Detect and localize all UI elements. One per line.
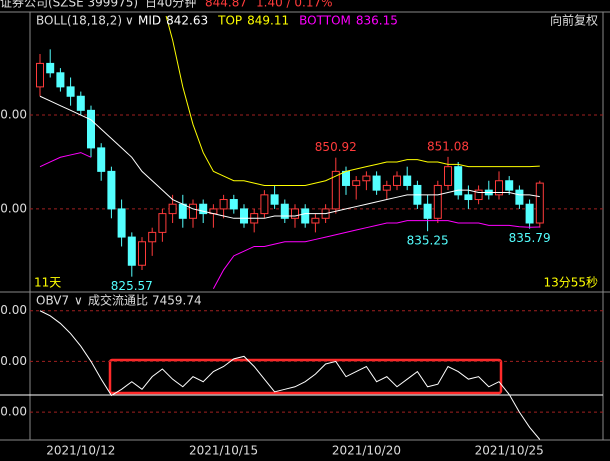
right-note: 13分55秒 — [543, 276, 598, 290]
candle-body — [229, 199, 238, 210]
candle-body — [219, 199, 228, 210]
price: 844.87 — [205, 0, 247, 10]
dropdown-mark: ∨ — [74, 294, 83, 308]
candle-body — [331, 170, 340, 210]
legend-name: MID — [138, 14, 161, 28]
y-tick-label: 840.00 — [0, 201, 27, 215]
obv-name: OBV7 — [36, 294, 69, 308]
candle-body — [107, 170, 116, 210]
candle-body — [36, 62, 44, 88]
change: 1.40 / 0.17% — [256, 0, 333, 10]
candle-body — [199, 203, 208, 215]
x-tick-label: 2021/10/15 — [189, 444, 258, 458]
candle-body — [495, 180, 503, 196]
price-panel — [36, 16, 544, 289]
candle-body — [342, 170, 350, 186]
candle-body — [240, 208, 248, 224]
candle-body — [127, 236, 136, 266]
candle-body — [270, 194, 279, 205]
obv-line — [39, 310, 541, 440]
adjust-label: 向前复权 — [550, 13, 598, 28]
candle-body — [444, 166, 452, 186]
candle-body — [535, 182, 544, 224]
boll-line — [165, 16, 540, 186]
dropdown-mark: ∨ — [125, 14, 134, 28]
candle-body — [148, 231, 157, 243]
candle-body — [56, 72, 65, 88]
x-tick-label: 2021/10/12 — [46, 444, 115, 458]
y-tick-label: 860.00 — [0, 108, 27, 122]
candle-body — [291, 208, 299, 219]
boll-line — [39, 152, 540, 289]
obv-ratio-label: 成交流通比 — [88, 293, 148, 308]
extreme-label: 850.92 — [315, 140, 357, 154]
candle-body — [362, 175, 371, 182]
candle-body — [76, 95, 85, 111]
candle-body — [525, 203, 534, 224]
y-tick-label: 9000.00 — [0, 354, 27, 368]
candle-body — [178, 203, 187, 219]
legend-value: 842.63 — [166, 14, 208, 28]
candle-body — [158, 213, 167, 233]
candle-body — [301, 208, 310, 224]
left-note: 11天 — [34, 276, 61, 290]
candle-body — [260, 194, 269, 215]
y-tick-label: 10000.00 — [0, 303, 27, 317]
candle-body — [454, 166, 463, 196]
legend-value: 849.11 — [247, 14, 289, 28]
candle-body — [46, 62, 55, 74]
highlight-box — [108, 358, 503, 395]
boll-line — [39, 95, 540, 219]
legend-name: TOP — [217, 14, 242, 28]
candle-body — [117, 208, 126, 238]
candle-body — [515, 189, 524, 205]
x-tick-label: 2021/10/20 — [332, 444, 401, 458]
y-tick-label: 8000.00 — [0, 405, 27, 419]
extreme-label: 851.08 — [427, 139, 469, 153]
candle-body — [66, 86, 75, 97]
candle-body — [87, 109, 95, 149]
candle-body — [505, 180, 514, 191]
candle-body — [382, 184, 391, 191]
candle-body — [474, 189, 483, 201]
extreme-label: 825.57 — [111, 279, 153, 293]
candle-body — [433, 184, 442, 219]
candle-body — [393, 175, 401, 186]
period: 日40分钟 — [145, 0, 196, 10]
candle-body — [423, 203, 432, 219]
candle-body — [168, 203, 177, 215]
candle-body — [189, 203, 197, 219]
candle-body — [464, 194, 473, 201]
x-tick-label: 2021/10/25 — [475, 444, 544, 458]
extreme-label: 835.25 — [407, 234, 449, 248]
candle-body — [403, 175, 412, 186]
candle-body — [311, 217, 320, 224]
legend-name: BOTTOM — [299, 14, 351, 28]
extreme-label: 835.79 — [509, 231, 551, 245]
legend-value: 836.15 — [356, 14, 398, 28]
candle-body — [138, 241, 146, 266]
candle-body — [352, 180, 361, 186]
obv-last: 7459.74 — [152, 294, 202, 308]
indicator-name: BOLL(18,18,2) — [36, 14, 122, 28]
obv-panel — [39, 310, 541, 440]
title: 证券公司(SZSE 399975) — [0, 0, 138, 10]
candle-body — [280, 203, 289, 219]
candle-body — [97, 147, 106, 172]
candle-body — [372, 175, 381, 191]
